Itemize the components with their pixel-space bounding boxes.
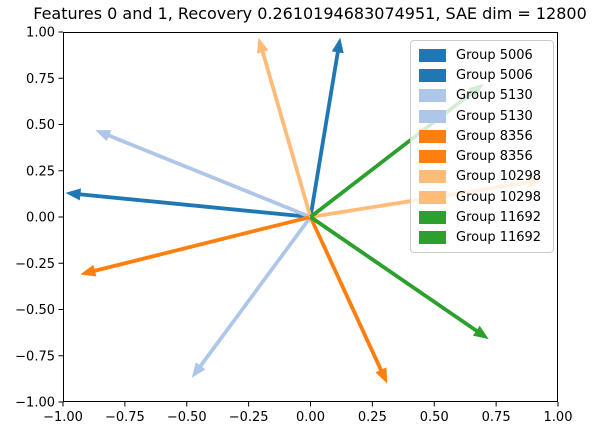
legend-label: Group 5006	[456, 67, 533, 83]
y-tick-label: −0.50	[15, 303, 55, 318]
quiver-arrow	[191, 215, 312, 378]
y-tick-label: 0.00	[26, 211, 55, 226]
legend-item: Group 11692	[419, 207, 547, 227]
legend-swatch	[419, 150, 446, 164]
y-tick-label: −0.25	[15, 257, 55, 272]
legend-label: Group 11692	[456, 210, 542, 226]
quiver-arrow	[308, 216, 388, 384]
legend-item: Group 5006	[419, 45, 547, 65]
x-tick-label: −1.00	[43, 410, 83, 425]
legend-swatch	[419, 129, 446, 143]
axes-frame	[63, 32, 558, 402]
x-tick-label: −0.25	[229, 410, 269, 425]
legend: Group 5006 Group 5006 Group 5130 Group 5130…	[410, 40, 554, 253]
legend-label: Group 11692	[456, 230, 542, 246]
legend-item: Group 8356	[419, 126, 547, 146]
legend-item: Group 5130	[419, 106, 547, 126]
y-tick-label: 0.50	[26, 118, 55, 133]
legend-label: Group 5130	[456, 88, 533, 104]
legend-swatch	[419, 190, 446, 204]
quiver-arrow	[256, 37, 313, 218]
legend-item: Group 10298	[419, 187, 547, 207]
x-tick-label: 0.25	[358, 410, 387, 425]
legend-item: Group 8356	[419, 146, 547, 166]
y-tick-label: 0.75	[26, 72, 55, 87]
chart-title: Features 0 and 1, Recovery 0.26101946830…	[33, 4, 587, 23]
x-tick-label: −0.50	[167, 410, 207, 425]
legend-swatch	[419, 170, 446, 184]
x-tick-label: −0.75	[105, 410, 145, 425]
legend-item: Group 11692	[419, 228, 547, 248]
legend-swatch	[419, 231, 446, 245]
quiver-arrow	[80, 215, 311, 277]
legend-label: Group 8356	[456, 128, 533, 144]
x-tick-label: 0.00	[296, 410, 325, 425]
y-tick-label: −0.75	[15, 349, 55, 364]
legend-item: Group 5130	[419, 86, 547, 106]
legend-item: Group 5006	[419, 65, 547, 85]
y-tick-label: −1.00	[15, 396, 55, 411]
legend-label: Group 5130	[456, 108, 533, 124]
x-tick-label: 0.50	[420, 410, 449, 425]
legend-label: Group 10298	[456, 189, 542, 205]
quiver-arrow	[308, 37, 344, 218]
y-tick-label: 0.25	[26, 164, 55, 179]
legend-swatch	[419, 48, 446, 62]
legend-label: Group 8356	[456, 149, 533, 165]
y-tick-label: 1.00	[26, 26, 55, 41]
legend-swatch	[419, 68, 446, 82]
legend-swatch	[419, 211, 446, 225]
legend-label: Group 10298	[456, 169, 542, 185]
legend-label: Group 5006	[456, 47, 533, 63]
x-tick-label: 0.75	[482, 410, 511, 425]
x-tick-label: 1.00	[544, 410, 573, 425]
quiver-arrow	[95, 130, 312, 219]
quiver-arrow	[309, 215, 489, 340]
quiver-arrow	[65, 188, 311, 219]
legend-swatch	[419, 109, 446, 123]
legend-item: Group 10298	[419, 167, 547, 187]
legend-swatch	[419, 89, 446, 103]
